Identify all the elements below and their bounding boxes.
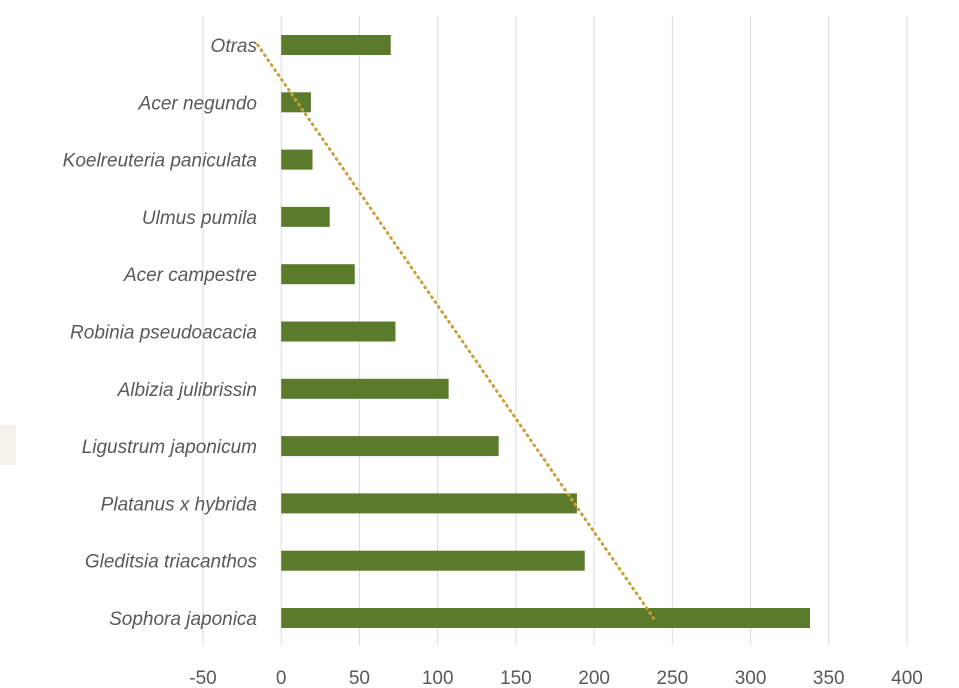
category-label: Sophora japonica	[109, 609, 257, 630]
x-axis-tick-labels: -50 0 50 100 150 200 250 300 350 400	[189, 668, 923, 688]
x-tick-label: 100	[422, 668, 454, 688]
bar	[281, 436, 499, 457]
x-tick-label: 0	[276, 668, 287, 688]
x-tick-label: 250	[656, 668, 688, 688]
category-label: Acer campestre	[123, 265, 257, 286]
bars	[281, 35, 811, 628]
side-panel-edge	[0, 425, 16, 465]
bar	[281, 92, 311, 113]
x-tick-label: -50	[189, 668, 216, 688]
bar	[281, 493, 577, 514]
category-label: Robinia pseudoacacia	[70, 323, 257, 344]
bar	[281, 550, 585, 571]
bar	[281, 35, 391, 55]
bar	[281, 378, 449, 399]
x-tick-label: 400	[891, 668, 923, 688]
trendline	[256, 43, 656, 620]
x-tick-label: 350	[813, 668, 845, 688]
category-label: Acer negundo	[138, 93, 257, 114]
category-label: Ulmus pumila	[142, 208, 257, 229]
x-tick-label: 150	[500, 668, 532, 688]
bar	[281, 321, 396, 342]
category-label: Platanus x hybrida	[101, 494, 257, 515]
category-label: Ligustrum japonicum	[82, 437, 257, 458]
category-label: Gleditsia triacanthos	[85, 552, 258, 573]
x-tick-label: 50	[349, 668, 370, 688]
gridlines	[202, 16, 908, 645]
bar	[281, 206, 330, 227]
category-label: Koelreuteria paniculata	[63, 151, 257, 172]
x-tick-label: 300	[735, 668, 767, 688]
bar	[281, 149, 313, 170]
x-tick-label: 200	[578, 668, 610, 688]
category-labels: Otras Acer negundo Koelreuteria paniculata…	[63, 36, 258, 630]
category-label: Otras	[211, 36, 258, 57]
trendline-path	[256, 43, 656, 620]
category-label: Albizia julibrissin	[117, 380, 257, 401]
bar	[281, 608, 811, 628]
bar	[281, 264, 355, 285]
